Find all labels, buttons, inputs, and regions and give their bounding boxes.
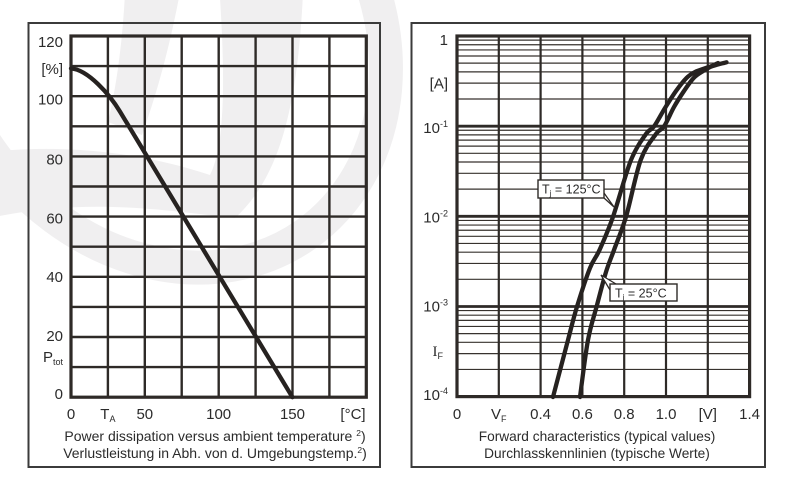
svg-text:0.8: 0.8 [614,406,635,423]
svg-text:IF: IF [433,344,444,361]
svg-text:20: 20 [46,328,63,345]
svg-text:[°C]: [°C] [340,406,365,423]
svg-text:Tj = 25°C: Tj = 25°C [615,287,667,303]
svg-text:60: 60 [46,210,63,227]
svg-text:Forward characteristics (typic: Forward characteristics (typical values) [479,429,716,444]
svg-text:80: 80 [46,152,63,169]
svg-text:120: 120 [38,34,63,51]
svg-text:[%]: [%] [41,61,63,78]
svg-text:[A]: [A] [430,76,448,93]
svg-text:100: 100 [206,406,231,423]
svg-text:0: 0 [67,406,75,423]
svg-text:1: 1 [440,32,448,49]
svg-text:1.0: 1.0 [656,406,677,423]
svg-text:Verlustleistung in Abh. von d.: Verlustleistung in Abh. von d. Umgebungs… [63,445,367,461]
svg-text:100: 100 [38,92,63,109]
svg-text:40: 40 [46,269,63,286]
svg-text:Tj = 125°C: Tj = 125°C [542,183,601,199]
svg-text:0: 0 [55,386,63,403]
svg-text:Power dissipation versus ambie: Power dissipation versus ambient tempera… [64,428,365,444]
svg-text:150: 150 [280,406,305,423]
svg-text:0.6: 0.6 [572,406,593,423]
svg-text:1.4: 1.4 [739,406,760,423]
svg-text:50: 50 [136,406,153,423]
svg-text:[V]: [V] [699,406,717,423]
svg-text:0.4: 0.4 [530,406,551,423]
svg-text:Durchlasskennlinien (typische: Durchlasskennlinien (typische Werte) [484,446,710,461]
svg-text:0: 0 [453,406,461,423]
